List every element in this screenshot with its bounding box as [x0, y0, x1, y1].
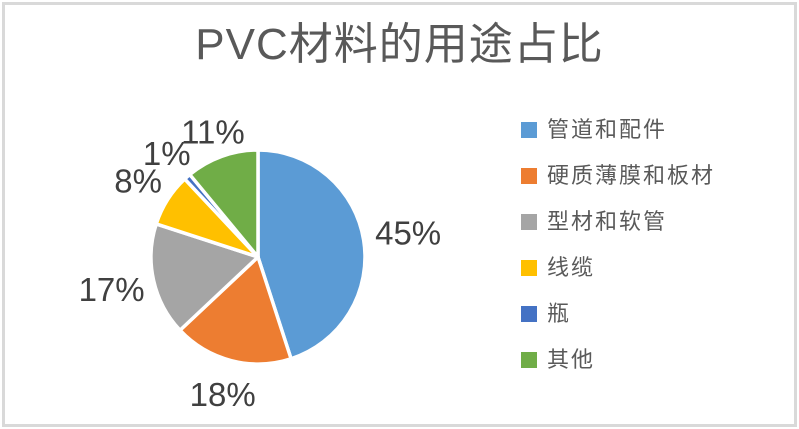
- legend-item-1[interactable]: 管道和配件: [521, 107, 715, 153]
- data-label: 1%: [143, 135, 191, 172]
- legend-item-6[interactable]: 其他: [521, 337, 715, 383]
- legend-swatch-icon: [521, 214, 537, 230]
- legend-swatch-icon: [521, 122, 537, 138]
- pie-slice-1[interactable]: [256, 148, 367, 361]
- pie-slice-2[interactable]: [178, 255, 293, 366]
- data-label: 17%: [79, 271, 145, 308]
- legend-label: 其他: [547, 347, 596, 372]
- data-label: 11%: [181, 113, 245, 150]
- legend-swatch-icon: [521, 168, 537, 184]
- legend-item-4[interactable]: 线缆: [521, 245, 715, 291]
- legend-label: 管道和配件: [547, 117, 668, 142]
- legend-swatch-icon: [521, 306, 537, 322]
- legend-label: 硬质薄膜和板材: [547, 163, 716, 188]
- legend-item-5[interactable]: 瓶: [521, 291, 715, 337]
- data-label: 18%: [190, 376, 256, 413]
- legend-label: 型材和软管: [547, 209, 668, 234]
- legend-label: 瓶: [547, 301, 572, 326]
- legend-item-3[interactable]: 型材和软管: [521, 199, 715, 245]
- legend-item-2[interactable]: 硬质薄膜和板材: [521, 153, 715, 199]
- legend: 管道和配件硬质薄膜和板材 型材和软管线缆瓶其他: [521, 107, 715, 383]
- data-label: 8%: [114, 162, 162, 199]
- pie-slice-6[interactable]: [188, 148, 260, 259]
- pie-slice-3[interactable]: [149, 222, 260, 332]
- legend-swatch-icon: [521, 260, 537, 276]
- chart-title: PVC材料的用途占比: [195, 20, 604, 69]
- data-label: 45%: [375, 215, 441, 252]
- legend-label: 线缆: [547, 255, 596, 280]
- legend-swatch-icon: [521, 352, 537, 368]
